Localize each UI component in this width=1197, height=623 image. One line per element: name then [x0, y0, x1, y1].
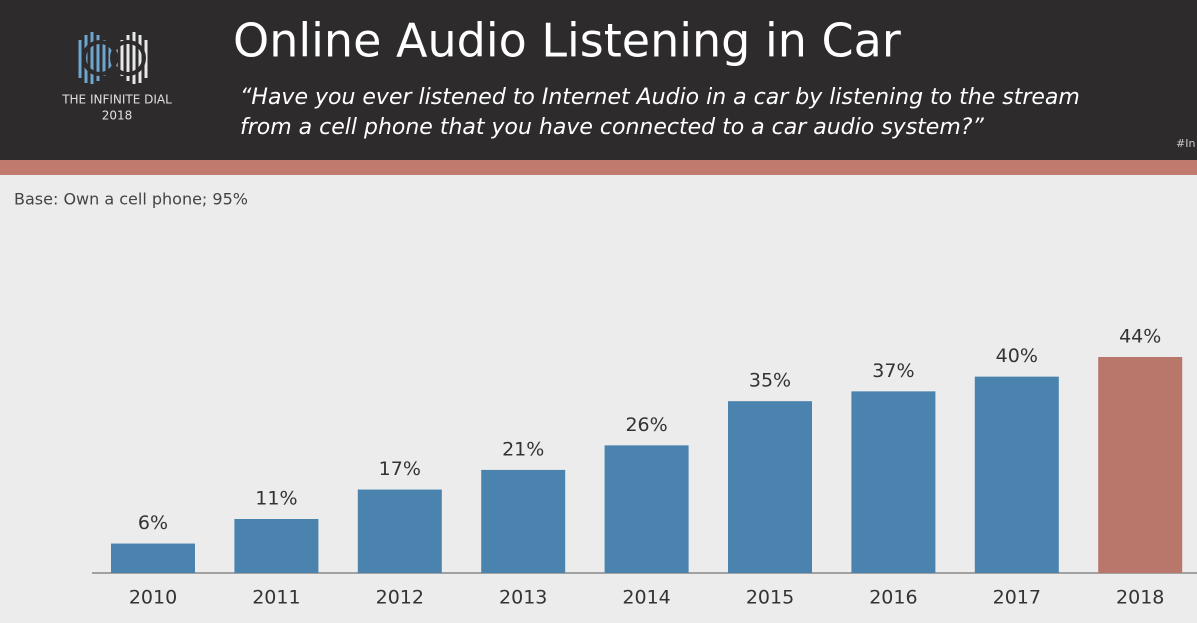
data-label: 37% [872, 360, 914, 382]
logo-mark [78, 32, 148, 84]
x-tick-label: 2011 [252, 587, 300, 609]
bar [1098, 357, 1183, 573]
header-stripe [0, 160, 1197, 175]
bar [234, 519, 319, 573]
data-label: 44% [1119, 326, 1161, 348]
subtitle: “Have you ever listened to Internet Audi… [240, 85, 1080, 110]
logo-text: THE INFINITE DIAL [61, 93, 172, 107]
x-tick-label: 2012 [376, 587, 424, 609]
data-label: 26% [625, 414, 667, 436]
x-tick-label: 2016 [869, 587, 917, 609]
data-label: 40% [996, 345, 1038, 367]
bar [728, 401, 812, 573]
subtitle: from a cell phone that you have connecte… [240, 115, 984, 140]
x-tick-label: 2017 [993, 587, 1041, 609]
data-label: 6% [138, 512, 168, 534]
chart-title: Online Audio Listening in Car [233, 14, 901, 68]
data-label: 35% [749, 370, 791, 392]
x-tick-label: 2010 [129, 587, 177, 609]
data-label: 21% [502, 438, 544, 460]
data-label: 11% [255, 488, 297, 510]
x-tick-label: 2014 [622, 587, 670, 609]
base-note: Base: Own a cell phone; 95% [14, 190, 248, 209]
logo-year: 2018 [102, 109, 133, 123]
bar [111, 543, 195, 573]
x-tick-label: 2018 [1116, 587, 1164, 609]
bar [974, 376, 1059, 573]
hashtag: #In [1176, 137, 1195, 150]
data-label: 17% [379, 458, 421, 480]
bar [481, 469, 566, 573]
x-tick-label: 2015 [746, 587, 794, 609]
bar [357, 489, 442, 573]
bar [604, 445, 689, 573]
header-band [0, 0, 1197, 160]
x-tick-label: 2013 [499, 587, 547, 609]
bar [851, 391, 936, 573]
